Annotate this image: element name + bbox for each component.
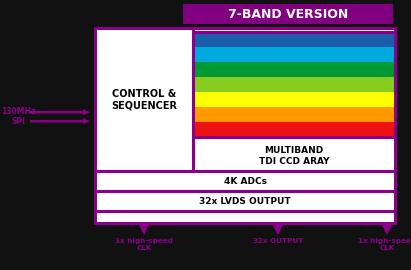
Bar [193,77,395,92]
Bar [95,28,395,223]
Polygon shape [272,223,284,235]
Text: 1x high-speed
CLK: 1x high-speed CLK [358,238,411,251]
Bar [193,32,395,47]
Bar [193,62,395,77]
Bar [193,137,395,175]
Text: 130MHz
SPI: 130MHz SPI [1,107,35,126]
Text: 32x LVDS OUTPUT: 32x LVDS OUTPUT [199,197,291,205]
Text: 4K ADCs: 4K ADCs [224,177,266,185]
Bar [95,191,395,211]
Bar [183,4,393,24]
Text: CONTROL &
SEQUENCER: CONTROL & SEQUENCER [111,89,177,110]
Bar [193,107,395,122]
Bar [95,28,193,171]
Bar [193,47,395,62]
Polygon shape [381,223,393,235]
Bar [193,122,395,137]
Bar [193,32,395,137]
Bar [193,92,395,107]
Polygon shape [138,223,150,235]
Bar [95,171,395,191]
Text: 32x OUTPUT: 32x OUTPUT [253,238,303,244]
Text: MULTIBAND
TDI CCD ARAY: MULTIBAND TDI CCD ARAY [259,146,329,166]
FancyArrow shape [30,118,90,124]
Text: 7-BAND VERSION: 7-BAND VERSION [228,8,348,21]
FancyArrow shape [30,109,90,115]
Text: 1x high-speed
CLK: 1x high-speed CLK [115,238,173,251]
